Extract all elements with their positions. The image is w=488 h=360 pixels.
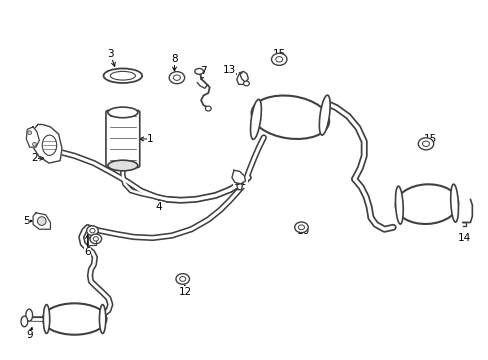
Text: 7: 7 (200, 66, 206, 76)
Ellipse shape (417, 138, 433, 150)
Ellipse shape (395, 186, 403, 224)
Ellipse shape (251, 95, 328, 139)
Ellipse shape (108, 160, 138, 171)
Ellipse shape (450, 184, 458, 222)
Text: 4: 4 (155, 202, 162, 212)
Ellipse shape (298, 225, 304, 230)
Ellipse shape (395, 184, 457, 224)
Text: 5: 5 (23, 216, 30, 226)
Ellipse shape (103, 68, 142, 83)
Text: 2: 2 (31, 153, 38, 163)
Polygon shape (239, 71, 248, 82)
Ellipse shape (33, 142, 37, 146)
Ellipse shape (179, 276, 185, 282)
Ellipse shape (275, 57, 282, 62)
Ellipse shape (90, 229, 95, 233)
Ellipse shape (110, 71, 135, 80)
Text: 3: 3 (107, 49, 113, 59)
Text: 8: 8 (171, 54, 178, 64)
Ellipse shape (205, 106, 211, 111)
Text: 14: 14 (457, 233, 470, 243)
Ellipse shape (243, 81, 249, 86)
Ellipse shape (173, 75, 180, 80)
Ellipse shape (37, 217, 46, 225)
Ellipse shape (90, 234, 102, 244)
Text: 6: 6 (84, 247, 91, 257)
Ellipse shape (294, 222, 307, 233)
Text: 13: 13 (222, 65, 235, 75)
Ellipse shape (319, 95, 329, 135)
Ellipse shape (86, 226, 98, 235)
Ellipse shape (93, 237, 98, 241)
Ellipse shape (422, 141, 428, 147)
Ellipse shape (176, 274, 189, 284)
FancyBboxPatch shape (106, 111, 140, 167)
Ellipse shape (250, 99, 261, 139)
Polygon shape (26, 127, 39, 147)
Ellipse shape (42, 135, 57, 156)
Text: 9: 9 (26, 330, 33, 341)
Ellipse shape (169, 72, 184, 84)
Ellipse shape (43, 305, 50, 333)
Ellipse shape (194, 68, 203, 74)
Ellipse shape (21, 316, 28, 327)
Text: 11: 11 (234, 177, 247, 188)
Text: 15: 15 (272, 49, 285, 59)
Ellipse shape (99, 305, 105, 333)
Polygon shape (231, 170, 245, 184)
Text: 1: 1 (147, 134, 153, 144)
Ellipse shape (271, 53, 286, 66)
Text: 10: 10 (296, 226, 309, 236)
Polygon shape (31, 125, 62, 163)
Polygon shape (33, 213, 50, 229)
Ellipse shape (26, 309, 33, 321)
Ellipse shape (108, 107, 138, 118)
Ellipse shape (42, 303, 106, 335)
Text: 15: 15 (423, 134, 436, 144)
Text: 12: 12 (179, 287, 192, 297)
Ellipse shape (28, 131, 32, 135)
